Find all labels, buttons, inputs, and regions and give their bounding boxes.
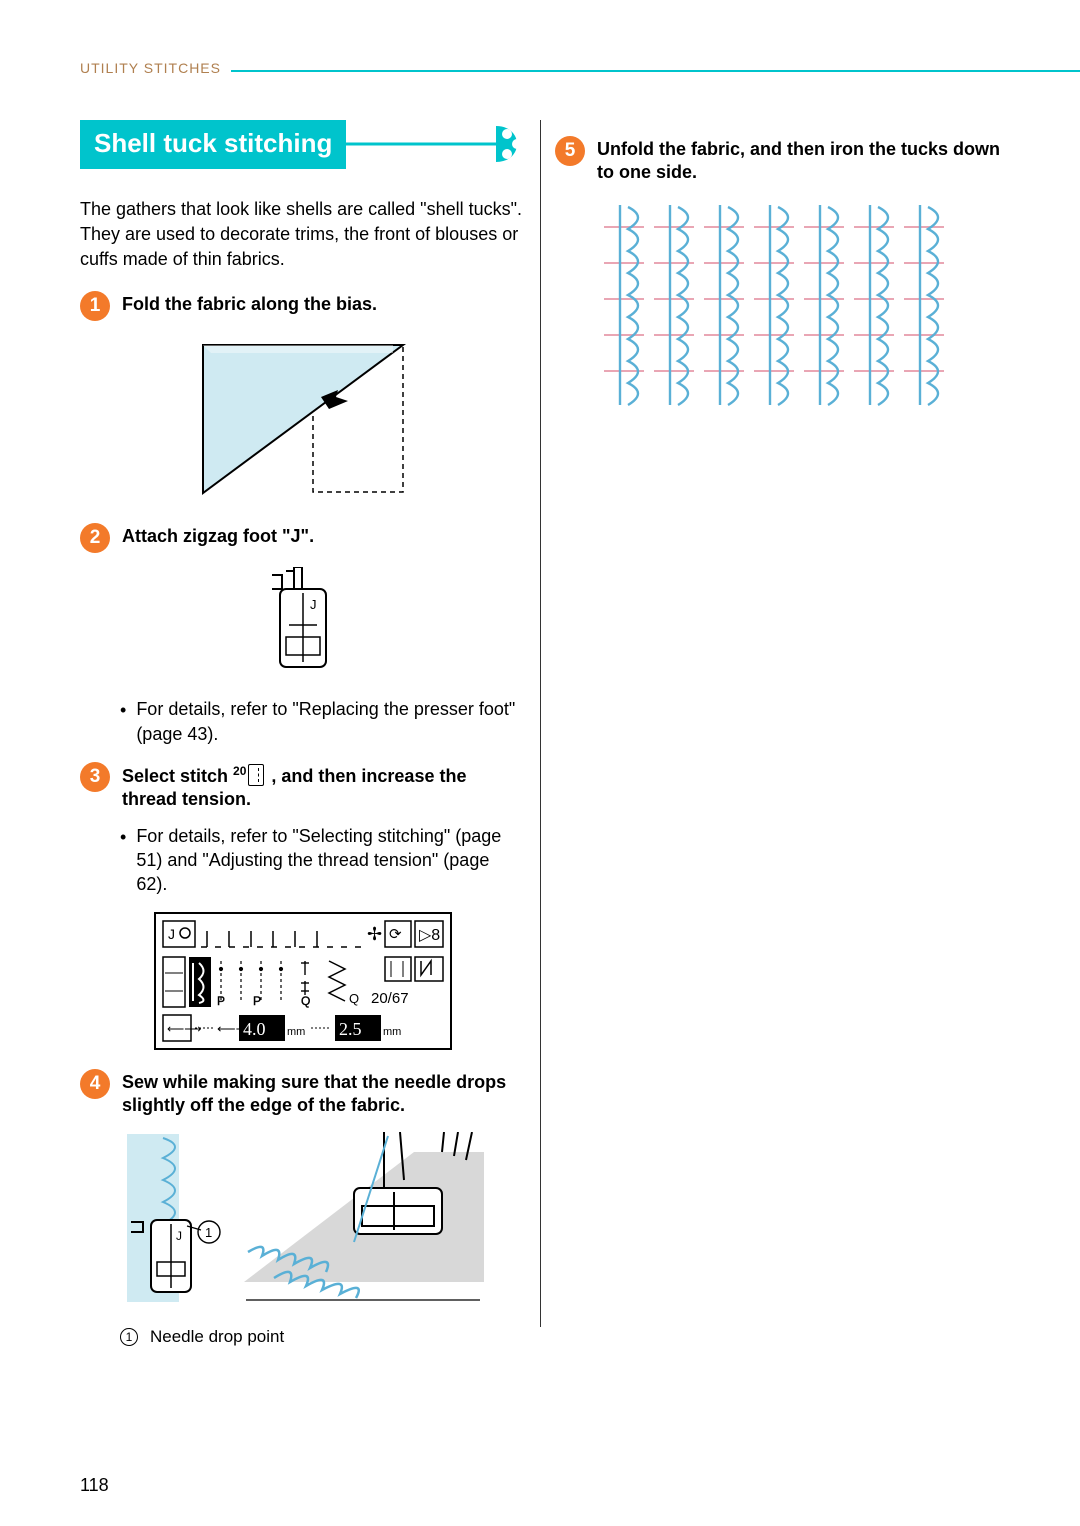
step-1: 1 Fold the fabric along the bias. <box>80 293 525 321</box>
svg-text:▷8: ▷8 <box>419 927 440 944</box>
step-text: Unfold the fabric, and then iron the tuc… <box>597 138 1000 185</box>
illus-sewing: J 1 <box>80 1132 525 1307</box>
stitch-icon <box>248 764 264 786</box>
page-indicator: 20/67 <box>371 990 409 1007</box>
bullet-text: For details, refer to "Replacing the pre… <box>136 697 525 746</box>
bullet-icon: • <box>120 824 126 897</box>
svg-text:J: J <box>176 1229 182 1243</box>
length-value: 2.5 <box>339 1019 362 1039</box>
step-4-caption: 1 Needle drop point <box>120 1327 525 1347</box>
column-divider <box>540 120 541 1327</box>
caption-text: Needle drop point <box>150 1327 284 1347</box>
step-text: Attach zigzag foot "J". <box>122 525 314 548</box>
step-badge: 3 <box>80 762 110 792</box>
section-header: UTILITY STITCHES <box>80 60 1000 82</box>
step-badge: 1 <box>80 291 110 321</box>
svg-text:J: J <box>168 926 175 942</box>
width-unit: mm <box>287 1026 305 1038</box>
section-label: UTILITY STITCHES <box>80 60 231 76</box>
bullet-icon: • <box>120 697 126 746</box>
illus-lcd-display: J ✢ ⟳ ▷8 <box>80 911 525 1051</box>
step-3: 3 Select stitch 20 , and then increase t… <box>80 764 525 812</box>
svg-text:⟳: ⟳ <box>389 926 402 943</box>
intro-text: The gathers that look like shells are ca… <box>80 197 525 271</box>
svg-text:P: P <box>253 994 261 1008</box>
step-3-bullet: • For details, refer to "Selecting stitc… <box>120 824 525 897</box>
step-2: 2 Attach zigzag foot "J". <box>80 525 525 553</box>
title-decoration <box>346 120 466 166</box>
page-title: Shell tuck stitching <box>80 120 346 169</box>
svg-text:Q: Q <box>349 991 359 1006</box>
foot-letter-j: J <box>310 597 317 612</box>
step-2-bullet: • For details, refer to "Replacing the p… <box>120 697 525 746</box>
stitch-number: 20 <box>233 764 246 778</box>
step-4: 4 Sew while making sure that the needle … <box>80 1071 525 1118</box>
step-badge: 5 <box>555 136 585 166</box>
svg-text:P: P <box>217 994 225 1008</box>
caption-number-icon: 1 <box>120 1328 138 1346</box>
svg-text:✢: ✢ <box>367 924 382 944</box>
step-text: Select stitch 20 , and then increase the… <box>122 764 525 812</box>
step-badge: 2 <box>80 523 110 553</box>
length-unit: mm <box>383 1026 401 1038</box>
svg-text:⟵⟶: ⟵⟶ <box>167 1022 201 1036</box>
step-text: Sew while making sure that the needle dr… <box>122 1071 525 1118</box>
illus-finished-tucks <box>555 199 1000 419</box>
step-text: Fold the fabric along the bias. <box>122 293 377 316</box>
bullet-text: For details, refer to "Selecting stitchi… <box>136 824 525 897</box>
svg-text:Q: Q <box>301 994 310 1008</box>
illus-fold-bias <box>80 335 525 505</box>
title-row: Shell tuck stitching <box>80 120 525 169</box>
step-5: 5 Unfold the fabric, and then iron the t… <box>555 138 1000 185</box>
page-number: 118 <box>80 1475 109 1496</box>
step-badge: 4 <box>80 1069 110 1099</box>
illus-zigzag-foot: J <box>80 567 525 677</box>
width-value: 4.0 <box>243 1019 266 1039</box>
step3-text-a: Select stitch <box>122 766 233 786</box>
svg-text:1: 1 <box>205 1225 212 1240</box>
